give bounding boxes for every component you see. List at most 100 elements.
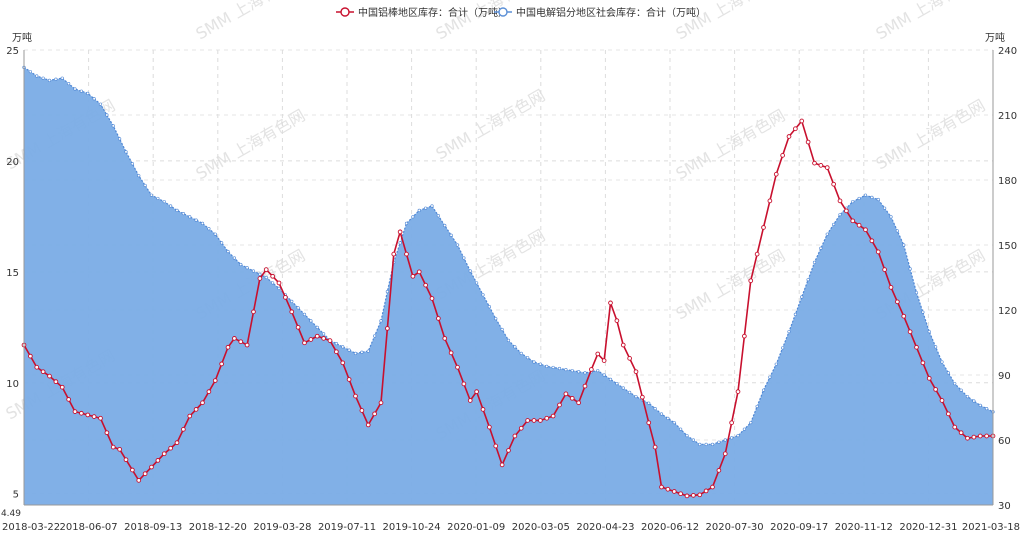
bar-stock-point [697, 492, 703, 498]
bar-stock-point [933, 387, 938, 392]
ingot-point [41, 76, 45, 80]
ingot-point [379, 319, 383, 323]
ingot-point [200, 221, 205, 225]
ingot-point [953, 382, 957, 386]
bar-stock-point [104, 430, 110, 436]
bar-stock-point [353, 393, 358, 399]
ingot-point [704, 442, 708, 446]
ingot-point [251, 269, 256, 273]
bar-stock-point [85, 412, 91, 418]
bar-stock-point [378, 400, 384, 406]
bar-stock-point [742, 333, 747, 339]
bar-stock-point [754, 251, 760, 257]
ingot-point [175, 208, 179, 212]
legend-label: 中国电解铝分地区社会库存：合计（万吨） [516, 6, 706, 19]
bar-stock-point [939, 398, 945, 403]
bar-stock-point [289, 309, 295, 315]
bar-stock-point [678, 491, 683, 497]
bar-stock-point [72, 409, 78, 414]
bar-stock-point [359, 408, 365, 413]
x-tick-label: 2019-10-24 [383, 522, 441, 533]
bar-stock-point [136, 478, 142, 483]
bar-stock-point [818, 163, 824, 168]
ingot-point [207, 227, 211, 231]
bar-stock-point [200, 400, 205, 406]
bar-stock-point [149, 464, 154, 470]
bar-stock-point [761, 225, 766, 230]
ingot-point [73, 87, 77, 91]
ingot-point [130, 162, 134, 166]
ingot-point [596, 369, 600, 373]
ingot-point [583, 371, 587, 375]
ingot-point [812, 260, 817, 264]
ingot-point [455, 243, 460, 247]
ingot-point [424, 206, 428, 210]
bar-stock-point [882, 267, 887, 272]
ingot-point [277, 286, 281, 290]
bar-stock-point [130, 467, 135, 473]
bar-stock-point [193, 407, 199, 412]
ingot-point [47, 78, 52, 82]
ingot-point [908, 267, 912, 271]
ingot-point [366, 349, 370, 353]
ingot-point [698, 442, 702, 446]
right-tick-label: 210 [998, 111, 1017, 122]
ingot-point [271, 281, 275, 285]
bar-stock-point [174, 440, 180, 446]
bar-stock-point [499, 462, 505, 468]
bar-stock-point [608, 300, 613, 306]
bar-stock-point [633, 369, 639, 375]
bar-stock-point [722, 451, 728, 457]
bar-stock-point [436, 316, 441, 321]
ingot-point [124, 150, 128, 154]
left-tick-label: 20 [6, 157, 19, 168]
ingot-point [959, 388, 963, 392]
ingot-point [481, 293, 485, 297]
ingot-point [296, 306, 300, 310]
ingot-point [723, 438, 727, 442]
bar-stock-point [251, 309, 256, 315]
ingot-point [462, 256, 466, 260]
bar-stock-point [512, 433, 518, 439]
ingot-point [430, 204, 434, 208]
bar-stock-point [550, 413, 556, 419]
watermark-text: SMM 上海有色网 [873, 96, 989, 174]
bar-stock-point [283, 295, 288, 300]
bar-stock-point [448, 350, 454, 356]
bar-stock-point [914, 344, 919, 350]
ingot-point [902, 243, 906, 247]
bar-stock-point [155, 458, 161, 463]
watermark-text: SMM 上海有色网 [673, 0, 789, 43]
bar-stock-point [321, 336, 326, 341]
bar-stock-point [812, 160, 817, 166]
ingot-point [679, 427, 683, 431]
x-tick-label: 2020-04-23 [576, 522, 634, 533]
ingot-point [111, 124, 115, 128]
bar-stock-point [40, 369, 46, 375]
ingot-point [156, 196, 160, 201]
watermark-text: SMM 上海有色网 [873, 0, 989, 43]
ingot-point [213, 232, 217, 236]
bar-stock-point [480, 407, 486, 412]
bar-stock-point [748, 278, 754, 284]
ingot-point [309, 319, 313, 323]
ingot-point [169, 204, 173, 208]
ingot-point [538, 362, 542, 366]
bar-stock-point [665, 486, 671, 492]
left-tick-label: 25 [6, 46, 19, 57]
ingot-point [79, 89, 83, 93]
ingot-point [385, 289, 389, 294]
bar-stock-point [984, 433, 989, 439]
bar-stock-point [977, 433, 983, 439]
ingot-point [487, 305, 491, 309]
ingot-point [647, 401, 651, 405]
bar-stock-point [518, 425, 524, 431]
ingot-point [819, 246, 823, 250]
bar-stock-point [91, 414, 97, 419]
ingot-point [513, 345, 517, 349]
ingot-point [851, 200, 855, 204]
right-tick-label: 150 [998, 241, 1017, 252]
ingot-point [60, 76, 64, 80]
bar-stock-point [302, 340, 307, 346]
ingot-point [417, 208, 421, 212]
